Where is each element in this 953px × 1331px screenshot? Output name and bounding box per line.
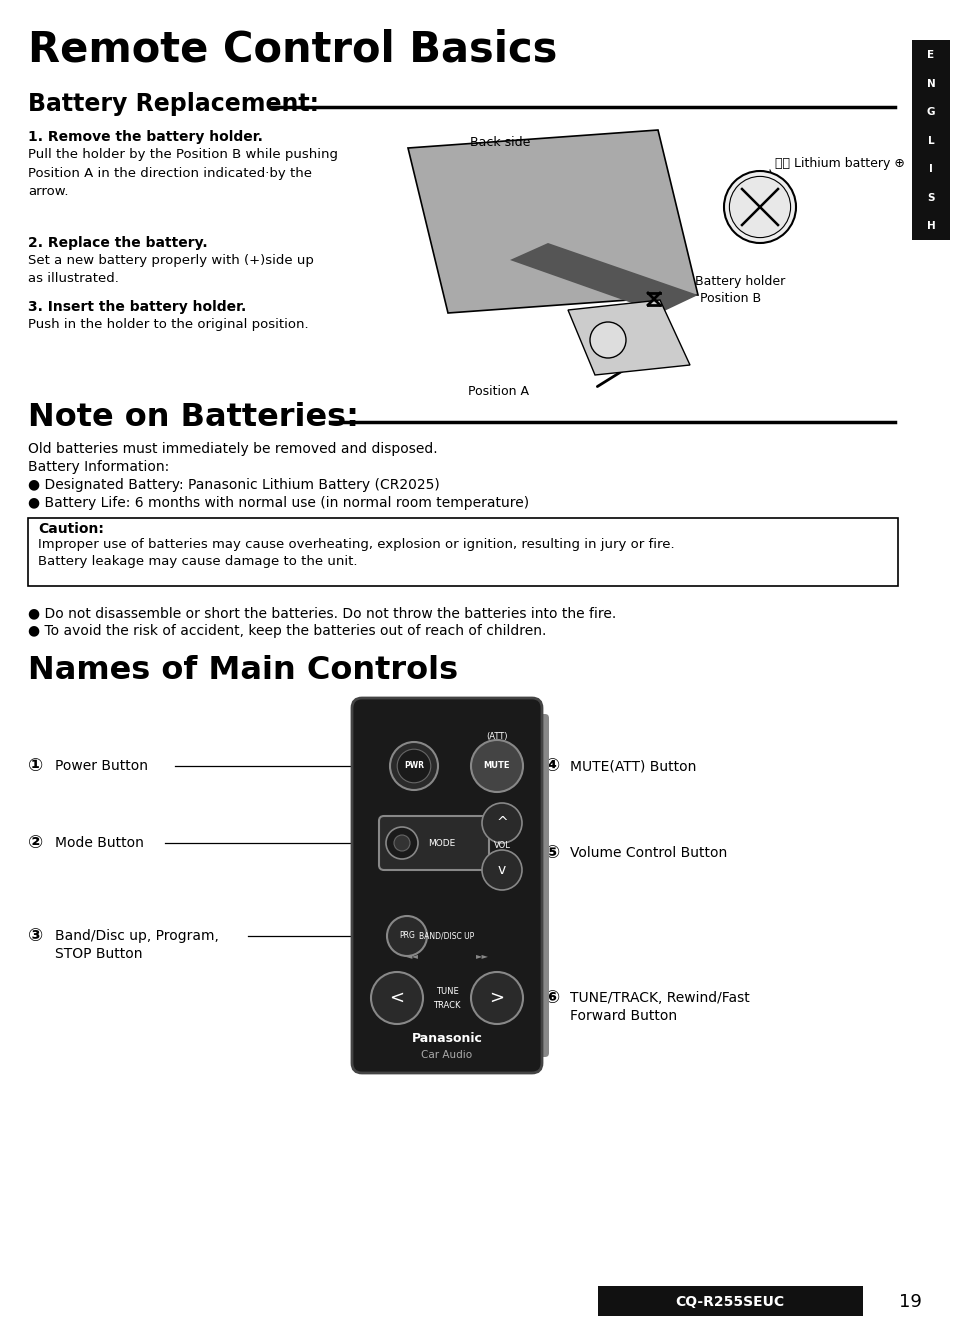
Text: v: v bbox=[497, 862, 506, 877]
Text: Position A: Position A bbox=[468, 385, 529, 398]
Text: ④: ④ bbox=[544, 757, 559, 775]
FancyBboxPatch shape bbox=[598, 1286, 862, 1316]
Text: ⑤: ⑤ bbox=[544, 844, 559, 862]
Text: TUNE/TRACK, Rewind/Fast: TUNE/TRACK, Rewind/Fast bbox=[569, 992, 749, 1005]
Text: Panasonic: Panasonic bbox=[411, 1032, 482, 1045]
Circle shape bbox=[471, 972, 522, 1024]
Circle shape bbox=[386, 827, 417, 858]
Text: ►►: ►► bbox=[475, 952, 488, 961]
Text: N: N bbox=[925, 79, 934, 89]
Text: MUTE: MUTE bbox=[483, 761, 510, 771]
Text: ◄◄: ◄◄ bbox=[405, 952, 418, 961]
Text: I: I bbox=[928, 164, 932, 174]
Text: ^: ^ bbox=[496, 816, 507, 831]
Text: ● Battery Life: 6 months with normal use (in normal room temperature): ● Battery Life: 6 months with normal use… bbox=[28, 496, 529, 510]
Text: Mode Button: Mode Button bbox=[55, 836, 144, 851]
Text: Battery leakage may cause damage to the unit.: Battery leakage may cause damage to the … bbox=[38, 555, 357, 568]
Text: Volume Control Button: Volume Control Button bbox=[569, 847, 726, 860]
Text: Band/Disc up, Program,: Band/Disc up, Program, bbox=[55, 929, 218, 942]
Text: E: E bbox=[926, 51, 934, 60]
Text: BAND/DISC UP: BAND/DISC UP bbox=[419, 932, 475, 941]
Circle shape bbox=[481, 803, 521, 843]
Text: VOL: VOL bbox=[493, 841, 510, 851]
Text: (ATT): (ATT) bbox=[486, 732, 507, 740]
FancyBboxPatch shape bbox=[352, 697, 541, 1073]
Text: ● Designated Battery: Panasonic Lithium Battery (CR2025): ● Designated Battery: Panasonic Lithium … bbox=[28, 478, 439, 492]
Circle shape bbox=[371, 972, 422, 1024]
Text: Back side: Back side bbox=[469, 136, 530, 149]
Text: S: S bbox=[926, 193, 934, 202]
Text: >: > bbox=[489, 989, 504, 1008]
Text: ⓘⓘ Lithium battery ⊕: ⓘⓘ Lithium battery ⊕ bbox=[774, 157, 904, 170]
Text: Note on Batteries:: Note on Batteries: bbox=[28, 402, 358, 433]
Text: TUNE: TUNE bbox=[436, 988, 457, 997]
Text: Push in the holder to the original position.: Push in the holder to the original posit… bbox=[28, 318, 309, 331]
Text: Improper use of batteries may cause overheating, explosion or ignition, resultin: Improper use of batteries may cause over… bbox=[38, 538, 674, 551]
Text: STOP Button: STOP Button bbox=[55, 946, 142, 961]
Text: ● Do not disassemble or short the batteries. Do not throw the batteries into the: ● Do not disassemble or short the batter… bbox=[28, 606, 616, 620]
Text: Forward Button: Forward Button bbox=[569, 1009, 677, 1024]
Text: ● To avoid the risk of accident, keep the batteries out of reach of children.: ● To avoid the risk of accident, keep th… bbox=[28, 624, 546, 638]
Text: ③: ③ bbox=[28, 926, 43, 945]
Text: PRG: PRG bbox=[398, 932, 415, 941]
Circle shape bbox=[390, 741, 437, 791]
Text: <: < bbox=[389, 989, 404, 1008]
Text: PWR: PWR bbox=[403, 761, 423, 771]
Text: L: L bbox=[926, 136, 933, 145]
Circle shape bbox=[387, 916, 427, 956]
Text: Remote Control Basics: Remote Control Basics bbox=[28, 28, 557, 71]
Text: Power Button: Power Button bbox=[55, 759, 148, 773]
Text: Battery Information:: Battery Information: bbox=[28, 461, 169, 474]
Circle shape bbox=[723, 170, 795, 244]
Polygon shape bbox=[408, 130, 698, 313]
Text: Car Audio: Car Audio bbox=[421, 1050, 472, 1059]
Text: MODE: MODE bbox=[428, 839, 456, 848]
Circle shape bbox=[394, 835, 410, 851]
Circle shape bbox=[481, 851, 521, 890]
Text: 19: 19 bbox=[898, 1292, 921, 1311]
Text: Pull the holder by the Position B while pushing
Position A in the direction indi: Pull the holder by the Position B while … bbox=[28, 148, 337, 198]
Circle shape bbox=[589, 322, 625, 358]
Circle shape bbox=[471, 740, 522, 792]
Text: 2. Replace the battery.: 2. Replace the battery. bbox=[28, 236, 208, 250]
FancyBboxPatch shape bbox=[28, 518, 897, 586]
Text: ②: ② bbox=[28, 835, 43, 852]
Text: H: H bbox=[925, 221, 934, 232]
Text: Caution:: Caution: bbox=[38, 522, 104, 536]
Text: ①: ① bbox=[28, 757, 43, 775]
Text: Names of Main Controls: Names of Main Controls bbox=[28, 655, 457, 685]
Polygon shape bbox=[510, 244, 698, 313]
Text: Position B: Position B bbox=[700, 291, 760, 305]
FancyBboxPatch shape bbox=[911, 40, 949, 240]
Text: Old batteries must immediately be removed and disposed.: Old batteries must immediately be remove… bbox=[28, 442, 437, 457]
Text: Set a new battery properly with (+)side up
as illustrated.: Set a new battery properly with (+)side … bbox=[28, 254, 314, 286]
Text: MUTE(ATT) Button: MUTE(ATT) Button bbox=[569, 759, 696, 773]
Text: Battery Replacement:: Battery Replacement: bbox=[28, 92, 318, 116]
Circle shape bbox=[396, 749, 431, 783]
Text: ⑥: ⑥ bbox=[544, 989, 559, 1008]
Text: Battery holder: Battery holder bbox=[695, 276, 784, 287]
Text: 1. Remove the battery holder.: 1. Remove the battery holder. bbox=[28, 130, 263, 144]
FancyBboxPatch shape bbox=[378, 816, 489, 870]
Circle shape bbox=[729, 177, 790, 238]
Text: CQ-R255SEUC: CQ-R255SEUC bbox=[675, 1295, 783, 1308]
Text: TRACK: TRACK bbox=[433, 1001, 460, 1009]
Text: G: G bbox=[925, 106, 934, 117]
Text: 3. Insert the battery holder.: 3. Insert the battery holder. bbox=[28, 299, 246, 314]
Polygon shape bbox=[567, 299, 689, 375]
FancyBboxPatch shape bbox=[522, 713, 548, 1057]
